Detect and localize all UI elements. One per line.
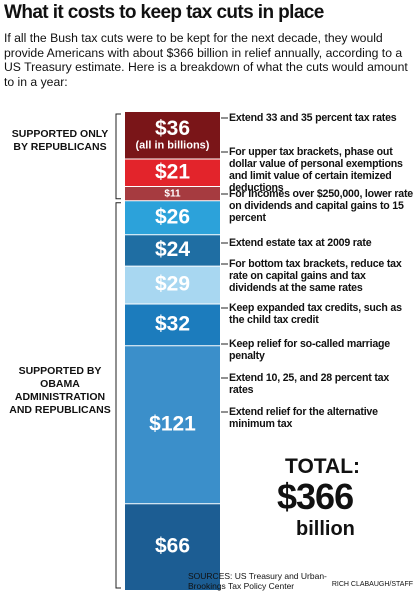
total-unit: billion xyxy=(296,518,355,540)
segment-description: Extend 10, 25, and 28 percent tax rates xyxy=(229,372,390,396)
value-label: $66 xyxy=(155,534,190,557)
bar-segment xyxy=(125,186,220,201)
group-label: SUPPORTED ONLY BY REPUBLICANS xyxy=(11,128,109,153)
bar-segment xyxy=(125,503,220,590)
bar-segment xyxy=(125,112,220,160)
sources: SOURCES: US Treasury and Urban-Brookings… xyxy=(188,571,327,591)
group-bracket xyxy=(115,113,121,200)
segment-description: Extend estate tax at 2009 rate xyxy=(229,237,372,249)
segment-description: For incomes over $250,000, lower rate on… xyxy=(229,188,413,224)
credit: RICH CLABAUGH/STAFF xyxy=(331,581,413,588)
value-label: $26 xyxy=(155,205,190,228)
unit-note: (all in billions) xyxy=(136,139,210,151)
value-label: $21 xyxy=(155,160,190,183)
bar-segment xyxy=(125,200,220,235)
value-label: $36 xyxy=(155,117,190,140)
bar-segment xyxy=(125,303,220,346)
title: What it costs to keep tax cuts in place xyxy=(4,2,324,23)
group-label: SUPPORTED BY OBAMA ADMINISTRATION AND RE… xyxy=(9,365,111,416)
value-label: $32 xyxy=(155,312,190,335)
segment-description: For bottom tax brackets, reduce tax rate… xyxy=(229,258,402,294)
intro: If all the Bush tax cuts were to be kept… xyxy=(4,31,408,89)
value-label: $29 xyxy=(155,273,190,296)
segment-description: Extend relief for the alternative minimu… xyxy=(229,406,378,430)
total-label: TOTAL: xyxy=(285,455,361,478)
segment-description: Keep relief for so-called marriage penal… xyxy=(229,338,390,362)
value-label: $121 xyxy=(149,412,196,435)
value-label: $24 xyxy=(155,238,190,261)
group-bracket xyxy=(115,202,121,589)
bar-segment xyxy=(125,159,220,187)
segment-description: For upper tax brackets, phase out dollar… xyxy=(229,146,403,194)
bar-segment xyxy=(125,345,220,504)
bar-segment xyxy=(125,266,220,304)
segment-description: Keep expanded tax credits, such as the c… xyxy=(229,302,402,326)
total-value: $366 xyxy=(277,476,354,517)
bar-segment xyxy=(125,234,220,267)
segment-description: Extend 33 and 35 percent tax rates xyxy=(229,112,397,124)
value-label: $11 xyxy=(164,188,181,199)
